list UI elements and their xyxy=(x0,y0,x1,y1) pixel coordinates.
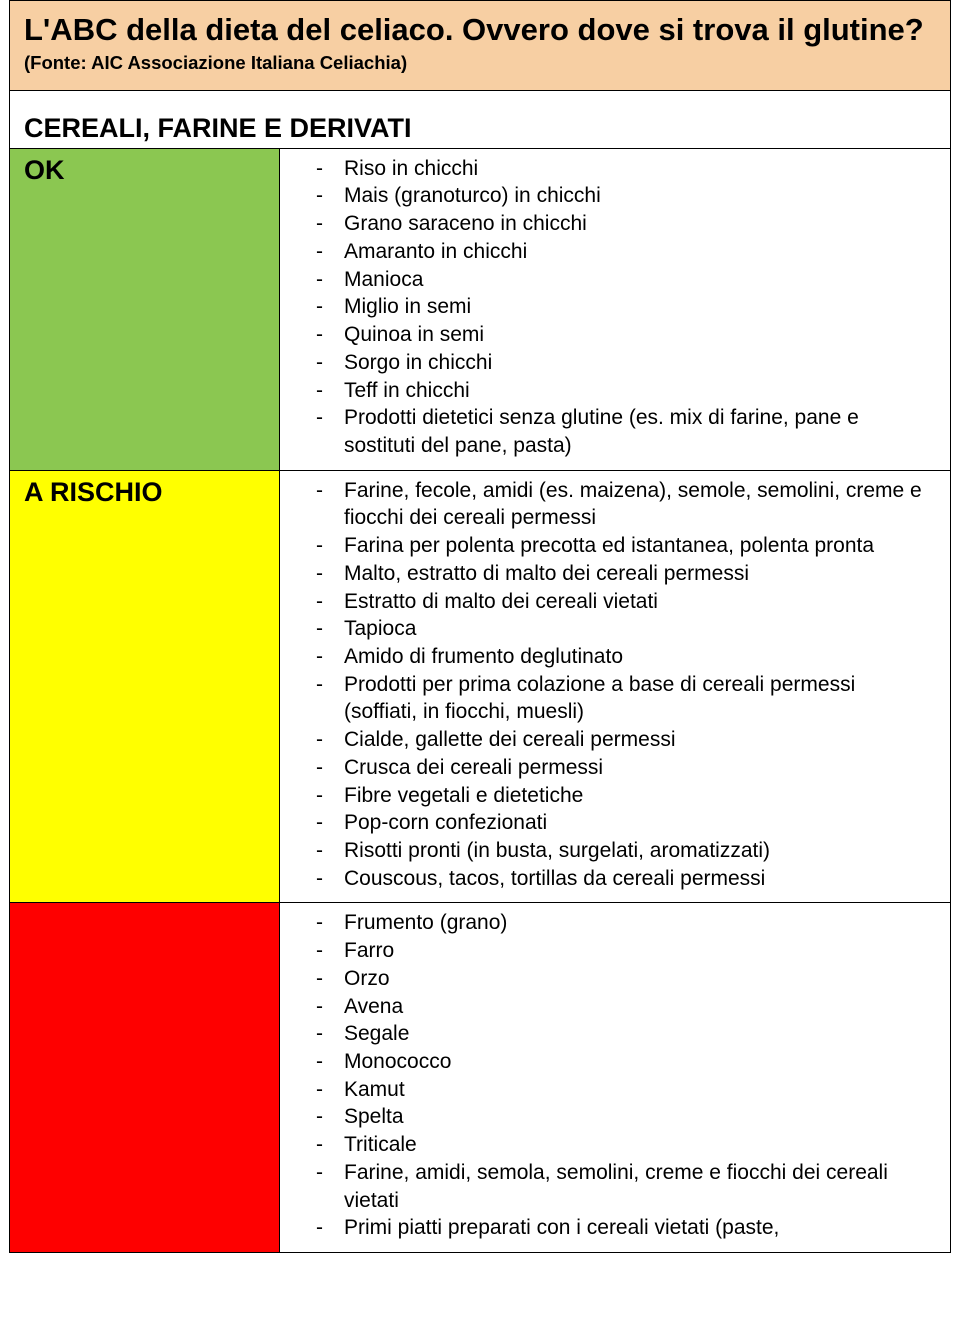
list-item: Manioca xyxy=(344,266,932,294)
document-table: L'ABC della dieta del celiaco. Ovvero do… xyxy=(9,0,951,1253)
list-item: Spelta xyxy=(344,1103,932,1131)
category-label: A RISCHIO xyxy=(24,477,163,508)
list-item: Primi piatti preparati con i cereali vie… xyxy=(344,1214,932,1242)
list-item: Farine, amidi, semola, semolini, creme e… xyxy=(344,1159,932,1214)
items-list: Riso in chicchiMais (granoturco) in chic… xyxy=(288,155,932,460)
category-row: Frumento (grano)FarroOrzoAvenaSegaleMono… xyxy=(10,902,950,1252)
list-item: Riso in chicchi xyxy=(344,155,932,183)
list-item: Pop-corn confezionati xyxy=(344,809,932,837)
list-item: Malto, estratto di malto dei cereali per… xyxy=(344,560,932,588)
list-item: Tapioca xyxy=(344,615,932,643)
list-item: Risotti pronti (in busta, surgelati, aro… xyxy=(344,837,932,865)
section-wrapper: CEREALI, FARINE E DERIVATI OK Riso in chi… xyxy=(10,113,950,1252)
list-item: Mais (granoturco) in chicchi xyxy=(344,182,932,210)
list-item: Farine, fecole, amidi (es. maizena), sem… xyxy=(344,477,932,532)
list-item: Quinoa in semi xyxy=(344,321,932,349)
rows-container: OK Riso in chicchiMais (granoturco) in ch… xyxy=(10,148,950,1252)
list-item: Frumento (grano) xyxy=(344,909,932,937)
list-item: Crusca dei cereali permessi xyxy=(344,754,932,782)
list-item: Amaranto in chicchi xyxy=(344,238,932,266)
list-item: Triticale xyxy=(344,1131,932,1159)
list-item: Prodotti per prima colazione a base di c… xyxy=(344,671,932,726)
list-item: Kamut xyxy=(344,1076,932,1104)
list-item: Couscous, tacos, tortillas da cereali pe… xyxy=(344,865,932,893)
category-label-cell: OK xyxy=(10,149,280,470)
category-label-cell: A RISCHIO xyxy=(10,471,280,903)
list-item: Avena xyxy=(344,993,932,1021)
header-cell: L'ABC della dieta del celiaco. Ovvero do… xyxy=(10,1,950,91)
items-list: Frumento (grano)FarroOrzoAvenaSegaleMono… xyxy=(288,909,932,1242)
list-item: Teff in chicchi xyxy=(344,377,932,405)
category-label-cell xyxy=(10,903,280,1252)
list-item: Estratto di malto dei cereali vietati xyxy=(344,588,932,616)
list-item: Farro xyxy=(344,937,932,965)
list-item: Fibre vegetali e dietetiche xyxy=(344,782,932,810)
category-row: OK Riso in chicchiMais (granoturco) in ch… xyxy=(10,148,950,470)
items-cell: Riso in chicchiMais (granoturco) in chic… xyxy=(280,149,950,470)
items-cell: Frumento (grano)FarroOrzoAvenaSegaleMono… xyxy=(280,903,950,1252)
section-title: CEREALI, FARINE E DERIVATI xyxy=(24,113,950,144)
list-item: Cialde, gallette dei cereali permessi xyxy=(344,726,932,754)
list-item: Segale xyxy=(344,1020,932,1048)
list-item: Miglio in semi xyxy=(344,293,932,321)
list-item: Amido di frumento deglutinato xyxy=(344,643,932,671)
source-line: (Fonte: AIC Associazione Italiana Celiac… xyxy=(24,52,936,74)
items-cell: Farine, fecole, amidi (es. maizena), sem… xyxy=(280,471,950,903)
list-item: Prodotti dietetici senza glutine (es. mi… xyxy=(344,404,932,459)
page-title: L'ABC della dieta del celiaco. Ovvero do… xyxy=(24,11,936,50)
category-label: OK xyxy=(24,155,65,186)
category-row: A RISCHIO Farine, fecole, amidi (es. maiz… xyxy=(10,470,950,903)
list-item: Monococco xyxy=(344,1048,932,1076)
list-item: Sorgo in chicchi xyxy=(344,349,932,377)
list-item: Farina per polenta precotta ed istantane… xyxy=(344,532,932,560)
list-item: Grano saraceno in chicchi xyxy=(344,210,932,238)
items-list: Farine, fecole, amidi (es. maizena), sem… xyxy=(288,477,932,893)
list-item: Orzo xyxy=(344,965,932,993)
